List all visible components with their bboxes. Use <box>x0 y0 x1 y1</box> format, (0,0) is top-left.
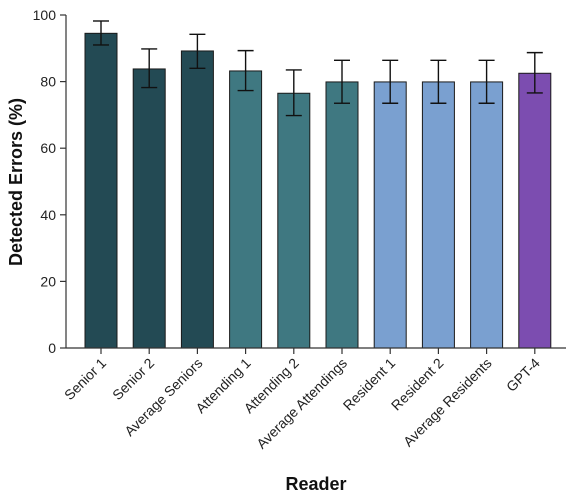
error-bar <box>478 59 495 104</box>
error-bar <box>189 33 206 69</box>
bars-layer <box>84 32 552 349</box>
bar <box>421 81 455 349</box>
y-axis-title: Detected Errors (%) <box>6 98 26 266</box>
error-bar <box>141 48 158 89</box>
error-bar <box>526 51 543 94</box>
error-bar <box>334 59 350 104</box>
error-bar <box>93 20 109 46</box>
error-bar <box>430 59 447 104</box>
y-tick-label: 60 <box>40 140 56 156</box>
y-tick-label: 20 <box>40 273 56 289</box>
error-bars-layer <box>93 20 543 117</box>
x-tick-label: Average Residents <box>400 355 495 450</box>
y-tick-label: 100 <box>33 7 57 23</box>
x-tick-label: GPT-4 <box>503 355 543 395</box>
bar <box>180 50 214 349</box>
error-bar <box>285 69 302 117</box>
x-tick-label: Average Attendings <box>253 355 350 452</box>
bar <box>229 70 263 349</box>
y-tick-label: 40 <box>40 207 56 223</box>
x-axis-title: Reader <box>285 474 346 494</box>
bar <box>132 68 166 349</box>
y-ticks-layer: 0 20 40 60 80 100 <box>33 7 66 356</box>
bar <box>325 81 359 349</box>
y-tick-label: 0 <box>48 340 56 356</box>
bar <box>84 32 118 349</box>
error-bar <box>382 59 399 104</box>
bar <box>373 81 407 349</box>
bar <box>518 72 552 349</box>
bar <box>277 92 311 349</box>
error-bar <box>237 49 254 92</box>
bar <box>470 81 504 349</box>
x-tick-label: Senior 1 <box>61 355 109 403</box>
y-tick-label: 80 <box>40 74 56 90</box>
x-tick-label: Senior 2 <box>109 355 157 403</box>
